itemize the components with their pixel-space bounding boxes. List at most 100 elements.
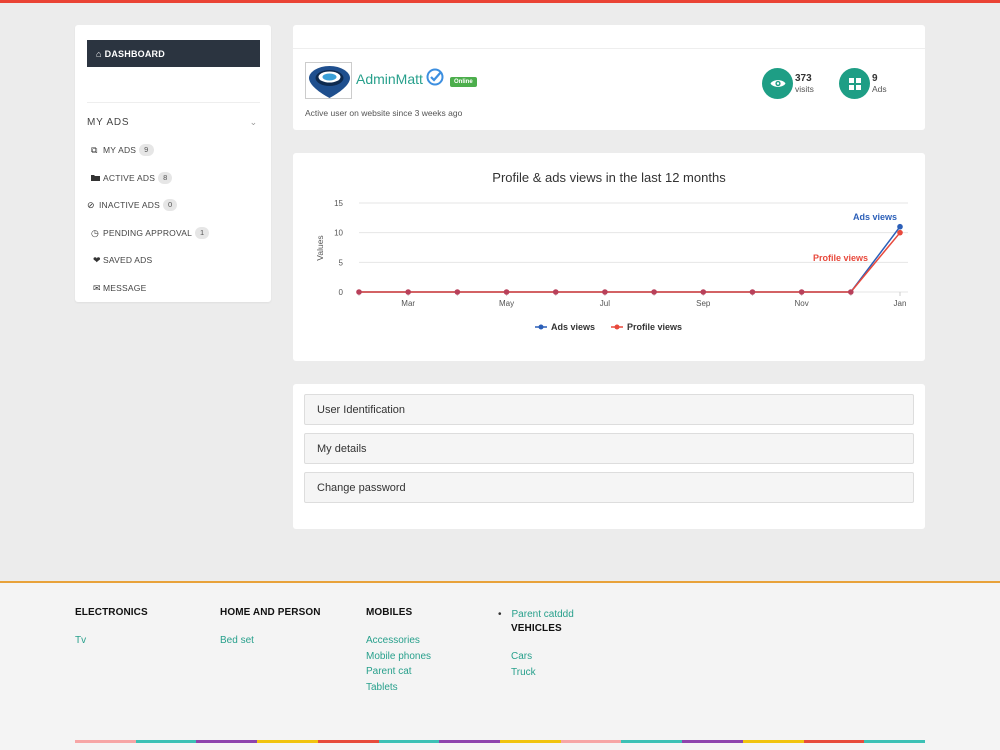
rainbow-segment: [196, 740, 258, 743]
rainbow-segment: [257, 740, 318, 743]
data-point: [552, 289, 559, 295]
sidebar-item-my-ads[interactable]: ⧉ MY ADS 9: [91, 142, 154, 158]
sidebar-item-label: PENDING APPROVAL: [103, 228, 193, 238]
bullet-icon: •: [498, 608, 502, 620]
footer-link[interactable]: Accessories: [366, 635, 420, 646]
footer-link[interactable]: Parent cat: [366, 666, 412, 677]
sidebar-item-pending-approval[interactable]: ◷ PENDING APPROVAL 1: [91, 225, 210, 241]
data-point: [897, 223, 903, 230]
x-tick-label: May: [499, 299, 514, 308]
heart-icon: ❤: [93, 254, 101, 265]
rainbow-segment: [439, 740, 501, 743]
chevron-down-icon: ⌄: [249, 116, 258, 127]
home-icon: ⌂: [96, 48, 102, 59]
rainbow-segment: [560, 740, 622, 743]
count-badge: 8: [158, 172, 173, 184]
chart-title: Profile & ads views in the last 12 month…: [492, 170, 726, 185]
count-badge: 1: [195, 227, 210, 239]
footer-rainbow-bar: [75, 740, 926, 743]
avatar[interactable]: [305, 62, 352, 99]
footer: ELECTRONICS Tv HOME AND PERSON Bed set M…: [0, 581, 1000, 750]
data-point: [798, 289, 805, 295]
data-point: [848, 289, 854, 295]
username-link[interactable]: AdminMatt: [356, 71, 423, 87]
copy-icon: ⧉: [91, 144, 98, 155]
sidebar-item-inactive-ads[interactable]: ⊘ INACTIVE ADS 0: [87, 197, 178, 213]
accordion-change-password[interactable]: Change password: [304, 472, 914, 503]
footer-column-vehicles: • Parent catddd VEHICLES Cars Truck: [498, 607, 574, 680]
footer-link[interactable]: Parent catddd: [511, 608, 574, 620]
series-line-profile-views: [359, 232, 901, 293]
folder-icon: [91, 173, 103, 183]
x-tick-label: Nov: [795, 299, 809, 308]
visits-stat: 373 visits: [762, 68, 814, 99]
count-badge: 0: [162, 199, 178, 211]
series-end-label: Ads views: [853, 212, 897, 222]
sidebar-item-label: MESSAGE: [103, 283, 147, 293]
rainbow-segment: [803, 740, 865, 743]
visits-label: visits: [795, 83, 814, 94]
x-tick-label: Mar: [401, 299, 415, 308]
sidebar-item-label: ACTIVE ADS: [103, 173, 156, 183]
footer-heading: MOBILES: [366, 607, 413, 618]
ads-stat: 9 Ads: [839, 68, 887, 99]
rainbow-segment: [135, 740, 197, 743]
data-point: [897, 229, 903, 236]
sidebar-item-active-ads[interactable]: ACTIVE ADS 8: [91, 170, 173, 186]
footer-column-electronics: ELECTRONICS Tv: [75, 607, 148, 649]
visits-count: 373: [795, 72, 812, 84]
data-point: [405, 289, 411, 295]
data-point: [602, 289, 608, 295]
online-status-badge: Online: [450, 77, 477, 87]
rainbow-segment: [317, 740, 379, 743]
ban-icon: ⊘: [87, 199, 95, 210]
my-ads-section-toggle[interactable]: MY ADS ⌄: [87, 115, 260, 129]
y-axis-label: Values: [315, 235, 325, 260]
x-tick-label: Sep: [696, 299, 711, 308]
data-point: [356, 289, 362, 295]
profile-card: AdminMatt Online Active user on website …: [293, 25, 925, 130]
settings-accordion-card: User Identification My details Change pa…: [293, 384, 925, 529]
footer-heading: HOME AND PERSON: [220, 607, 321, 618]
accordion-user-identification[interactable]: User Identification: [304, 394, 914, 425]
sidebar-item-message[interactable]: ✉ MESSAGE: [93, 280, 146, 296]
legend-entry: Ads views: [551, 322, 595, 332]
grid-icon: [839, 68, 870, 99]
dashboard-button[interactable]: ⌂ DASHBOARD: [87, 40, 260, 67]
views-chart-card: Profile & ads views in the last 12 month…: [293, 153, 925, 361]
footer-link[interactable]: Cars: [511, 651, 533, 662]
y-tick-label: 5: [339, 258, 344, 267]
rainbow-segment: [500, 740, 561, 743]
sidebar-item-label: SAVED ADS: [103, 255, 153, 265]
footer-bullet-item[interactable]: • Parent catddd: [498, 607, 574, 621]
rainbow-segment: [378, 740, 440, 743]
top-accent-bar: [0, 0, 1000, 3]
footer-link[interactable]: Tablets: [366, 681, 398, 693]
footer-link[interactable]: Bed set: [220, 635, 254, 646]
dashboard-label: DASHBOARD: [104, 48, 165, 59]
views-chart: Profile & ads views in the last 12 month…: [315, 170, 908, 332]
sidebar-item-label: MY ADS: [103, 145, 137, 155]
verified-check-icon: [426, 68, 444, 91]
sidebar-item-label: INACTIVE ADS: [99, 200, 160, 210]
member-since-text: Active user on website since 3 weeks ago: [305, 108, 463, 118]
sidebar-item-saved-ads[interactable]: ❤ SAVED ADS: [93, 252, 152, 268]
y-tick-label: 15: [334, 199, 343, 208]
y-tick-label: 0: [339, 288, 344, 297]
footer-heading: VEHICLES: [511, 623, 562, 634]
data-point: [651, 289, 657, 295]
legend-swatch-marker: [614, 324, 620, 330]
footer-link[interactable]: Truck: [511, 666, 536, 678]
rainbow-segment: [75, 740, 136, 743]
my-ads-section-label: MY ADS: [87, 116, 130, 128]
footer-link[interactable]: Mobile phones: [366, 650, 432, 662]
data-point: [700, 289, 707, 295]
sidebar: ⌂ DASHBOARD MY ADS ⌄ ⧉ MY ADS 9 ACTIVE A…: [75, 25, 271, 302]
series-end-label: Profile views: [813, 253, 868, 263]
footer-link[interactable]: Tv: [75, 635, 87, 646]
envelope-icon: ✉: [93, 282, 101, 293]
legend-swatch-marker: [538, 324, 544, 330]
x-tick-label: Jul: [600, 299, 610, 308]
profile-divider: [293, 48, 925, 49]
accordion-my-details[interactable]: My details: [304, 433, 914, 464]
